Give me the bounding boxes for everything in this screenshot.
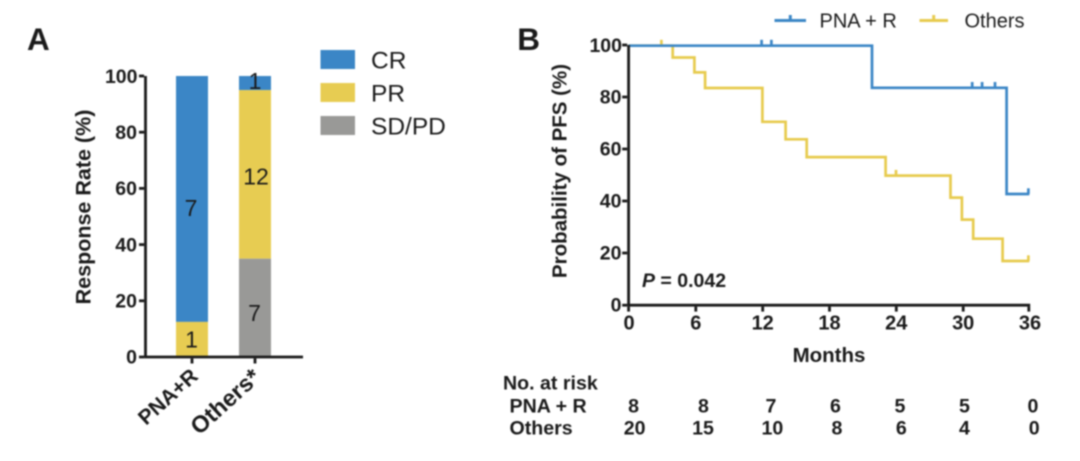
svg-text:7: 7 <box>766 396 777 418</box>
svg-text:SD/PD: SD/PD <box>371 113 446 140</box>
svg-text:40: 40 <box>115 234 137 256</box>
svg-text:No. at risk: No. at risk <box>503 373 598 395</box>
svg-text:4: 4 <box>959 417 970 439</box>
svg-text:20: 20 <box>600 243 622 265</box>
svg-text:8: 8 <box>628 396 639 418</box>
svg-text:60: 60 <box>600 139 622 161</box>
svg-text:15: 15 <box>692 417 714 439</box>
svg-text:80: 80 <box>115 122 137 144</box>
svg-text:100: 100 <box>105 66 138 88</box>
svg-text:20: 20 <box>624 417 646 439</box>
svg-text:1: 1 <box>185 326 198 352</box>
svg-text:8: 8 <box>698 396 709 418</box>
svg-text:B: B <box>517 21 540 57</box>
svg-text:Months: Months <box>793 344 866 367</box>
svg-text:Response Rate (%): Response Rate (%) <box>72 110 96 305</box>
svg-text:12: 12 <box>752 313 774 335</box>
svg-text:8: 8 <box>831 417 842 439</box>
svg-text:0: 0 <box>623 313 634 335</box>
svg-text:PR: PR <box>371 80 405 107</box>
svg-text:0: 0 <box>126 347 137 369</box>
svg-text:7: 7 <box>248 300 261 326</box>
svg-text:Probability of PFS (%): Probability of PFS (%) <box>549 64 572 278</box>
svg-text:12: 12 <box>243 163 269 189</box>
svg-text:6: 6 <box>896 417 907 439</box>
svg-text:20: 20 <box>115 291 137 313</box>
svg-text:36: 36 <box>1019 313 1041 335</box>
svg-text:A: A <box>27 21 50 57</box>
svg-text:80: 80 <box>600 87 622 109</box>
svg-text:7: 7 <box>185 195 198 221</box>
svg-text:24: 24 <box>885 313 908 335</box>
svg-text:P = 0.042: P = 0.042 <box>642 270 726 292</box>
svg-text:0: 0 <box>611 295 622 317</box>
svg-text:60: 60 <box>115 178 137 200</box>
svg-text:Others: Others <box>510 417 573 439</box>
svg-text:5: 5 <box>959 396 970 418</box>
svg-text:0: 0 <box>1028 396 1039 418</box>
svg-text:PNA + R: PNA + R <box>510 396 587 418</box>
svg-text:40: 40 <box>600 191 622 213</box>
svg-text:18: 18 <box>818 313 840 335</box>
svg-text:100: 100 <box>589 35 622 57</box>
svg-text:0: 0 <box>1029 417 1040 439</box>
svg-text:6: 6 <box>690 313 701 335</box>
svg-text:PNA + R: PNA + R <box>820 11 897 33</box>
svg-text:10: 10 <box>762 417 784 439</box>
svg-text:Others: Others <box>965 11 1025 33</box>
svg-text:1: 1 <box>249 68 262 94</box>
svg-text:30: 30 <box>952 313 974 335</box>
svg-text:5: 5 <box>895 396 906 418</box>
svg-text:CR: CR <box>371 47 406 74</box>
svg-text:6: 6 <box>830 396 841 418</box>
